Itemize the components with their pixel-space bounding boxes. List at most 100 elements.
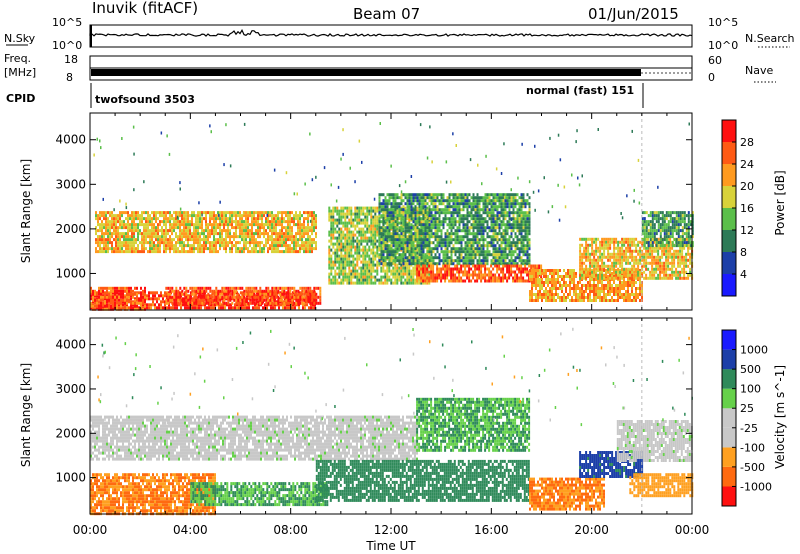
echo-cell bbox=[400, 266, 403, 270]
echo-cell bbox=[432, 223, 435, 227]
echo-cell bbox=[350, 239, 353, 243]
echo-cell bbox=[249, 286, 252, 290]
echo-cell bbox=[348, 227, 351, 231]
echo-cell bbox=[462, 235, 465, 239]
echo-cell bbox=[313, 289, 316, 293]
echo-cell bbox=[215, 220, 217, 224]
echo-cell bbox=[416, 281, 419, 285]
echo-cell bbox=[317, 301, 320, 305]
echo-cell bbox=[217, 214, 219, 218]
echo-cell bbox=[158, 303, 160, 307]
echo-cell bbox=[508, 247, 511, 251]
echo-cell bbox=[420, 232, 423, 236]
echo-cell bbox=[235, 211, 237, 215]
echo-cell bbox=[219, 229, 221, 233]
echo-cell bbox=[231, 247, 233, 251]
echo-cell bbox=[90, 301, 92, 305]
echo-cell bbox=[358, 209, 361, 213]
echo-cell bbox=[400, 193, 403, 197]
echo-cell bbox=[360, 236, 363, 240]
echo-cell bbox=[468, 244, 471, 248]
echo-cell bbox=[265, 217, 267, 221]
echo-cell bbox=[492, 205, 495, 209]
echo-cell bbox=[356, 254, 359, 258]
echo-cell bbox=[105, 226, 107, 230]
echo-cell bbox=[380, 269, 383, 273]
echo-cell bbox=[92, 295, 94, 299]
echo-cell bbox=[412, 232, 415, 236]
echo-cell bbox=[105, 220, 107, 224]
echo-cell bbox=[500, 238, 503, 242]
echo-cell bbox=[402, 199, 405, 203]
echo-cell bbox=[330, 227, 333, 231]
echo-cell bbox=[297, 298, 300, 302]
echo-cell bbox=[155, 238, 157, 242]
echo-cell bbox=[400, 281, 403, 285]
echo-cell bbox=[352, 254, 355, 258]
echo-cell bbox=[313, 229, 315, 233]
echo-cell bbox=[410, 256, 413, 260]
echo-cell bbox=[428, 199, 431, 203]
echo-cell bbox=[502, 196, 505, 200]
echo-cell bbox=[350, 242, 353, 246]
echo-cell bbox=[210, 306, 212, 310]
echo-cell bbox=[319, 298, 322, 302]
echo-cell bbox=[237, 241, 239, 245]
echo-cell bbox=[462, 208, 465, 212]
echo-cell bbox=[514, 202, 517, 206]
echo-cell bbox=[344, 206, 347, 210]
echo-cell bbox=[522, 235, 525, 239]
echo-cell bbox=[221, 292, 224, 296]
echo-cell bbox=[112, 289, 114, 293]
echo-cell bbox=[418, 202, 421, 206]
echo-cell bbox=[504, 232, 507, 236]
echo-cell bbox=[442, 208, 445, 212]
echo-cell bbox=[336, 254, 339, 258]
echo-cell bbox=[520, 223, 523, 227]
echo-cell bbox=[514, 232, 517, 236]
echo-cell bbox=[135, 229, 137, 233]
echo-cell bbox=[476, 238, 479, 242]
echo-cell bbox=[486, 247, 489, 251]
echo-cell bbox=[271, 292, 274, 296]
echo-cell bbox=[456, 199, 459, 203]
echo-cell bbox=[460, 244, 463, 248]
echo-cell bbox=[287, 235, 289, 239]
echo-cell bbox=[516, 208, 519, 212]
echo-cell bbox=[301, 298, 304, 302]
echo-cell bbox=[307, 295, 310, 299]
echo-cell bbox=[281, 301, 284, 305]
echo-cell bbox=[217, 211, 219, 215]
echo-cell bbox=[446, 232, 449, 236]
echo-cell bbox=[502, 202, 505, 206]
echo-cell bbox=[358, 218, 361, 222]
echo-cell bbox=[189, 238, 191, 242]
echo-cell bbox=[468, 205, 471, 209]
echo-cell bbox=[522, 211, 525, 215]
echo-cell bbox=[98, 295, 100, 299]
echo-cell bbox=[223, 217, 225, 221]
echo-cell bbox=[484, 217, 487, 221]
echo-cell bbox=[492, 217, 495, 221]
echo-cell bbox=[237, 298, 240, 302]
echo-cell bbox=[231, 289, 234, 293]
echo-cell bbox=[125, 211, 127, 215]
echo-cell bbox=[211, 211, 213, 215]
echo-cell bbox=[372, 251, 375, 255]
nsearch-tick-top: 10^5 bbox=[708, 16, 738, 29]
echo-cell bbox=[388, 269, 391, 273]
echo-cell bbox=[125, 217, 127, 221]
echo-cell bbox=[313, 286, 316, 290]
echo-cell bbox=[354, 224, 357, 228]
echo-cell bbox=[301, 229, 303, 233]
echo-cell bbox=[516, 214, 519, 218]
echo-cell bbox=[394, 223, 397, 227]
echo-cell bbox=[113, 217, 115, 221]
echo-cell bbox=[520, 232, 523, 236]
echo-cell bbox=[291, 298, 294, 302]
echo-cell bbox=[384, 272, 387, 276]
echo-cell bbox=[472, 193, 475, 197]
echo-cell bbox=[183, 220, 185, 224]
echo-cell bbox=[225, 220, 227, 224]
echo-cell bbox=[364, 233, 367, 237]
